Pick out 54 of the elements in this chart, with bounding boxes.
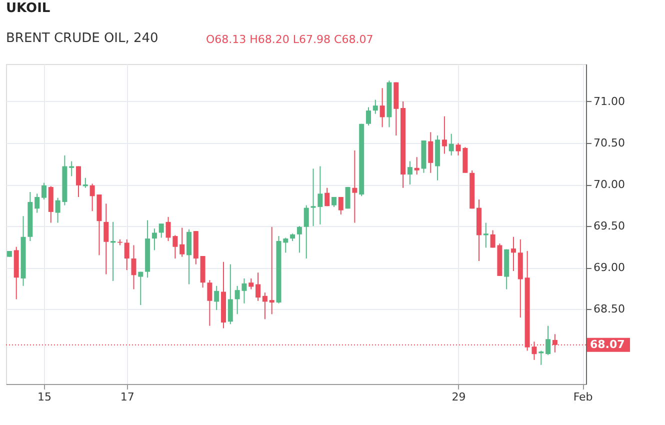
x-tick-label: 15 [37,390,52,404]
candlestick [407,160,412,186]
y-tick-label: 69.00 [594,261,625,274]
candlestick [152,228,157,251]
y-tick-label: 68.50 [594,302,625,316]
candlestick [248,278,254,290]
candlestick [345,186,350,210]
candlestick [338,196,344,215]
candlestick [180,227,185,258]
y-tick-label: 70.50 [594,136,625,150]
chart-title: BRENT CRUDE OIL, 240 [6,31,158,46]
text: UKOIL [6,1,50,16]
candlestick [207,280,212,326]
y-tick-label: 69.50 [594,220,625,233]
candlestick [41,182,46,200]
candlestick [352,150,358,224]
candlestick [428,132,434,174]
x-tick-label: 29 [452,390,466,404]
candlestick [442,116,447,154]
candlestick [366,106,371,126]
candlestick [76,166,81,198]
candlestick [138,271,144,306]
x-tick-label: Feb [573,390,593,404]
candlestick [228,264,233,325]
candlestick [448,133,454,156]
candlestick [283,237,288,254]
candlestick [256,272,261,302]
candlestick [158,223,164,238]
candlestick [324,187,330,207]
candlestick [69,160,74,177]
candlestick [104,203,109,275]
candlestick [304,204,309,259]
x-tick-label: 17 [120,390,134,404]
candlestick [110,221,116,282]
candlestick [269,226,274,315]
ref-line-label: 68.07 [590,338,625,351]
y-tick-label: 71.00 [594,94,625,108]
candlestick [214,285,220,311]
candlestick [262,292,268,320]
candlestick [131,244,136,290]
chart-subtitle: O68.13 H68.20 L67.98 C68.07 [206,33,374,46]
candlestick [124,238,130,271]
candlestick [483,222,488,248]
candlestick [34,193,40,214]
y-tick-label: 70.00 [594,178,625,192]
candlestick [380,88,385,128]
candlestick [186,228,192,285]
candlestick [296,226,302,254]
candlestick [414,156,420,176]
candlestick [372,99,378,114]
candlestick [546,325,551,356]
candlestick [82,177,88,188]
candlestick [538,350,544,366]
candlestick [511,236,516,272]
